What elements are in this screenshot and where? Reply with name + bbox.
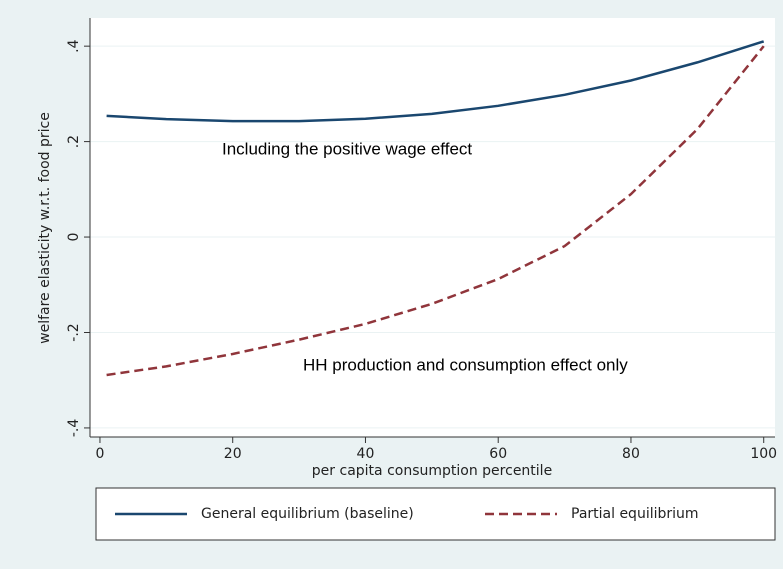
- x-tick-label: 40: [357, 446, 375, 462]
- x-tick-label: 0: [95, 446, 104, 462]
- x-tick-label: 20: [224, 446, 242, 462]
- legend-box: [95, 487, 776, 541]
- x-axis-title: per capita consumption percentile: [312, 463, 552, 479]
- annotation: HH production and consumption effect onl…: [303, 355, 628, 374]
- series-line: [106, 45, 765, 377]
- annotation: Including the positive wage effect: [222, 139, 472, 158]
- series-line: [106, 40, 765, 123]
- plot-area: [90, 18, 775, 437]
- y-tick-label: 0: [66, 233, 82, 242]
- y-tick-label: .2: [66, 135, 82, 148]
- legend-label: Partial equilibrium: [571, 506, 699, 522]
- y-axis-title: welfare elasticity w.r.t. food price: [37, 112, 53, 344]
- legend-label: General equilibrium (baseline): [201, 506, 414, 522]
- x-tick-label: 80: [622, 446, 640, 462]
- y-tick-label: .4: [66, 39, 82, 52]
- y-tick-label: -.4: [66, 419, 82, 438]
- y-tick-label: -.2: [66, 323, 82, 341]
- x-tick-label: 100: [750, 446, 777, 462]
- x-tick-label: 60: [489, 446, 507, 462]
